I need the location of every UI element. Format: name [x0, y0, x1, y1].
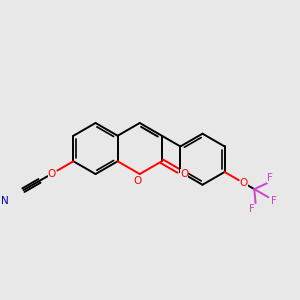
- Text: O: O: [133, 176, 142, 186]
- Text: O: O: [240, 178, 248, 188]
- Text: O: O: [180, 169, 188, 179]
- Text: N: N: [1, 196, 8, 206]
- Text: F: F: [271, 196, 277, 206]
- Text: F: F: [249, 204, 255, 214]
- Text: O: O: [48, 169, 56, 179]
- Text: F: F: [267, 172, 273, 183]
